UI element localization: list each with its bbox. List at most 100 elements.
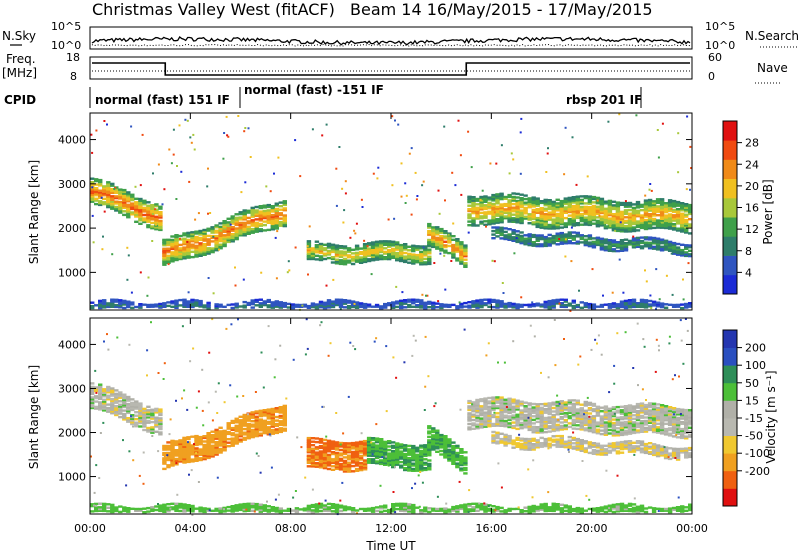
velocity-cell — [230, 433, 235, 437]
velocity-cell — [354, 469, 360, 472]
power-cell — [306, 245, 312, 248]
power-cell — [278, 212, 283, 215]
power-cell — [659, 212, 665, 215]
power-cell — [230, 227, 235, 231]
power-cell — [350, 305, 356, 309]
velocity-cell — [595, 453, 601, 456]
velocity-cell — [471, 408, 476, 411]
power-cell — [571, 238, 576, 241]
power-cell — [431, 238, 436, 241]
power-cell — [583, 196, 588, 200]
velocity-cell — [519, 412, 524, 416]
power-cell — [491, 305, 496, 309]
power-cell — [579, 301, 584, 304]
velocity-cell — [226, 441, 231, 444]
velocity-cell — [411, 457, 416, 460]
velocity-cell — [680, 436, 685, 440]
velocity-cell — [218, 426, 223, 429]
power-cell — [326, 253, 332, 256]
velocity-cell — [166, 446, 171, 449]
velocity-cell — [439, 437, 444, 440]
power-cell — [663, 219, 669, 223]
velocity-cell — [655, 427, 661, 431]
velocity-cell — [178, 456, 183, 460]
velocity-cell — [170, 441, 175, 444]
velocity-cell — [651, 418, 657, 421]
velocity-cell — [110, 392, 115, 395]
power-cell — [611, 207, 617, 211]
power-cell — [619, 224, 625, 228]
velocity-cell — [234, 429, 239, 433]
power-cell — [254, 205, 259, 209]
power-cell — [591, 204, 597, 208]
power-cell — [483, 216, 488, 219]
velocity-cell — [435, 433, 440, 436]
velocity-cell — [310, 463, 316, 466]
power-cell — [479, 195, 484, 199]
power-cell — [190, 250, 195, 253]
power-cell — [98, 303, 103, 306]
power-cell — [379, 245, 384, 248]
velocity-cell — [523, 446, 528, 450]
velocity-cell — [591, 429, 597, 432]
power-cell — [471, 222, 476, 225]
power-cell — [559, 233, 564, 237]
power-cell — [362, 304, 368, 308]
power-noise-cell — [609, 246, 612, 249]
velocity-cell — [246, 419, 251, 422]
velocity-cell — [126, 408, 131, 411]
power-cell — [599, 242, 605, 246]
velocity-cell — [663, 427, 669, 431]
power-cell — [274, 227, 279, 230]
power-cell — [591, 213, 597, 216]
power-cell — [587, 216, 593, 219]
velocity-cell — [270, 428, 275, 432]
power-cell — [639, 302, 645, 305]
power-cell — [563, 209, 568, 213]
power-cell — [334, 253, 340, 256]
velocity-cell — [631, 430, 637, 433]
power-cell — [250, 222, 255, 225]
power-cell — [383, 250, 388, 254]
power-cell — [531, 244, 536, 247]
power-cell — [170, 245, 175, 249]
velocity-cell — [306, 451, 312, 454]
power-cell — [615, 201, 621, 204]
power-cell — [635, 240, 641, 243]
power-cell — [539, 215, 544, 219]
power-cell — [567, 200, 572, 203]
velocity-cell — [659, 447, 665, 450]
velocity-cell — [266, 415, 271, 418]
power-cell — [655, 208, 661, 212]
velocity-cell — [487, 414, 492, 417]
velocity-cell — [254, 420, 259, 424]
power-cell — [178, 250, 183, 254]
power-cell — [579, 198, 584, 202]
power-cell — [635, 209, 641, 213]
station-title: Christmas Valley West (fitACF) — [92, 0, 335, 19]
power-cell — [407, 298, 412, 301]
velocity-cell — [395, 449, 400, 452]
power-cell — [98, 180, 103, 183]
power-cell — [274, 222, 279, 225]
power-cell — [451, 245, 456, 249]
velocity-cell — [603, 448, 609, 451]
velocity-cell — [134, 402, 139, 405]
velocity-cell — [110, 390, 115, 394]
power-cell — [98, 301, 103, 304]
velocity-cell — [350, 445, 356, 448]
nsearch-label: N.Search — [745, 29, 799, 43]
velocity-cell — [667, 452, 673, 455]
power-cell — [419, 245, 424, 248]
power-cell — [106, 202, 111, 205]
power-cell — [206, 229, 211, 232]
power-cell — [443, 305, 448, 308]
velocity-cell — [631, 445, 637, 448]
power-cell — [138, 203, 143, 206]
power-cell — [531, 198, 536, 201]
velocity-cell — [98, 401, 103, 404]
power-noise-cell — [509, 238, 512, 241]
power-cell — [318, 257, 324, 260]
velocity-cell — [471, 402, 476, 406]
power-cell — [387, 257, 392, 261]
